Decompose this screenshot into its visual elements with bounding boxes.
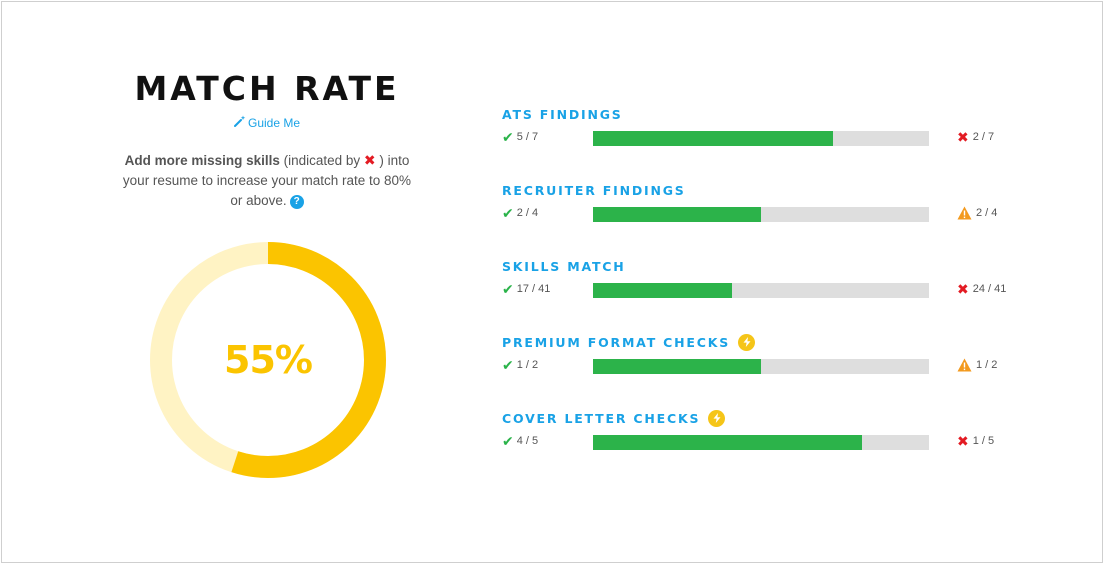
passed-count: ✔ 17 / 41 [502,282,550,296]
section-title-label: COVER LETTER CHECKS [502,410,701,426]
x-icon: ✖ [957,433,969,449]
match-rate-summary: MATCH RATE Guide Me Add more missing ski… [102,72,432,211]
failed-count-value: 1 / 5 [972,435,995,447]
section-ats-findings[interactable]: ATS FINDINGS ✔ 5 / 7 ✖ 2 / 7 [502,106,1042,182]
warning-icon [957,206,972,220]
section-score-row: ✔ 1 / 2 1 / 2 [502,355,1042,377]
passed-count: ✔ 5 / 7 [502,130,538,144]
instructions-text-2: ) into your resume to increase your matc… [122,153,412,208]
lightning-bolt-icon [738,333,756,351]
progress-bar-fill [593,207,761,222]
checkmark-icon: ✔ [502,205,514,221]
section-skills-match[interactable]: SKILLS MATCH ✔ 17 / 41 ✖ 24 / 41 [502,258,1042,334]
failed-count: ✖ 2 / 7 [957,130,994,144]
failed-count: ✖ 1 / 5 [957,434,994,448]
failed-count-value: 2 / 7 [972,131,995,143]
guide-me-link[interactable]: Guide Me [233,115,301,130]
checkmark-icon: ✔ [502,281,514,297]
section-score-row: ✔ 17 / 41 ✖ 24 / 41 [502,279,1042,301]
section-cover-letter-checks[interactable]: COVER LETTER CHECKS ✔ 4 / 5 ✖ 1 / 5 [502,409,1042,486]
x-icon: ✖ [957,281,969,297]
x-icon: ✖ [363,152,376,168]
warning-icon [957,358,972,372]
progress-bar-fill [593,359,761,374]
checkmark-icon: ✔ [502,433,514,449]
failed-count-value: 1 / 2 [976,359,998,371]
passed-count: ✔ 1 / 2 [502,358,538,372]
match-rate-instructions: Add more missing skills (indicated by ✖ … [102,150,432,211]
failed-count: 2 / 4 [957,206,997,220]
passed-count: ✔ 2 / 4 [502,206,538,220]
failed-count-value: 2 / 4 [976,207,998,219]
gauge-progress-arc [150,242,386,478]
failed-count: 1 / 2 [957,358,997,372]
instructions-bold-text: Add more missing skills [124,153,280,168]
help-icon[interactable]: ? [289,195,304,209]
section-title: RECRUITER FINDINGS [502,182,1042,198]
passed-count-value: 5 / 7 [516,131,539,143]
progress-bar [593,207,929,222]
magic-wand-icon [233,115,246,130]
section-score-row: ✔ 5 / 7 ✖ 2 / 7 [502,127,1042,149]
section-premium-format-checks[interactable]: PREMIUM FORMAT CHECKS ✔ 1 / 2 1 / 2 [502,333,1042,410]
section-score-row: ✔ 4 / 5 ✖ 1 / 5 [502,431,1042,453]
lightning-bolt-icon [708,409,726,427]
passed-count-value: 4 / 5 [516,435,539,447]
passed-count-value: 2 / 4 [516,207,539,219]
checkmark-icon: ✔ [502,357,514,373]
progress-bar [593,359,929,374]
findings-list: ATS FINDINGS ✔ 5 / 7 ✖ 2 / 7 RECRUITER F… [502,106,1042,486]
passed-count-value: 17 / 41 [516,283,551,295]
section-title-label: PREMIUM FORMAT CHECKS [502,334,731,350]
section-title: PREMIUM FORMAT CHECKS [502,333,1042,351]
x-icon: ✖ [957,129,969,145]
progress-bar-fill [593,435,862,450]
progress-bar-fill [593,131,833,146]
section-title: SKILLS MATCH [502,258,1042,274]
section-title-label: ATS FINDINGS [502,106,623,122]
passed-count-value: 1 / 2 [516,359,539,371]
progress-bar-fill [593,283,733,298]
section-title-label: RECRUITER FINDINGS [502,182,686,198]
section-title: COVER LETTER CHECKS [502,409,1042,427]
progress-bar [593,131,929,146]
failed-count: ✖ 24 / 41 [957,282,1006,296]
section-title-label: SKILLS MATCH [502,258,626,274]
progress-bar [593,283,929,298]
match-rate-gauge: 55% [148,240,388,480]
checkmark-icon: ✔ [502,129,514,145]
page-title: MATCH RATE [134,69,400,108]
guide-me-label: Guide Me [247,115,301,130]
progress-bar [593,435,929,450]
section-recruiter-findings[interactable]: RECRUITER FINDINGS ✔ 2 / 4 2 / 4 [502,182,1042,258]
section-score-row: ✔ 2 / 4 2 / 4 [502,203,1042,225]
failed-count-value: 24 / 41 [972,283,1007,295]
match-rate-value: 55% [224,338,313,382]
instructions-text-1: (indicated by [279,153,364,168]
section-title: ATS FINDINGS [502,106,1042,122]
passed-count: ✔ 4 / 5 [502,434,538,448]
